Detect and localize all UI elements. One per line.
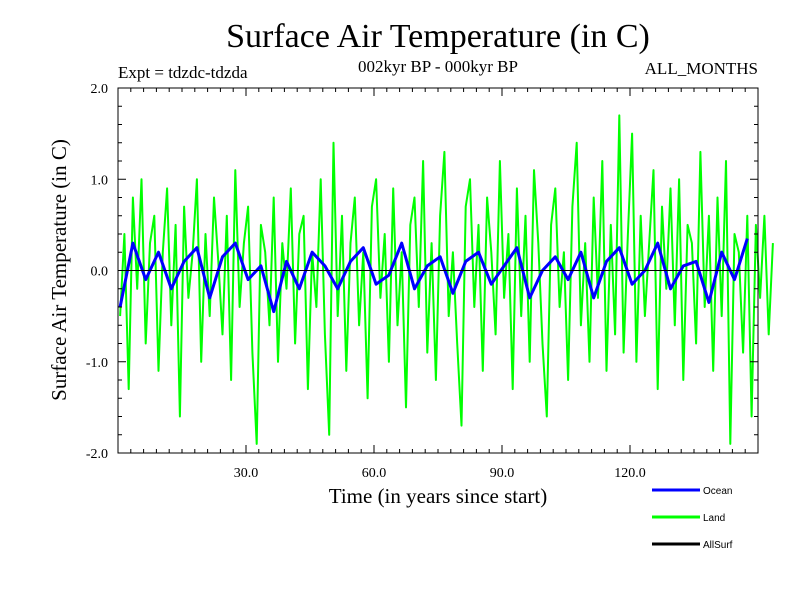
y-axis-label: Surface Air Temperature (in C) [47, 139, 71, 401]
y-tick-labels: -2.0 -1.0 0.0 1.0 2.0 [86, 82, 108, 462]
x-tick-labels: 30.0 60.0 90.0 120.0 [234, 466, 646, 481]
land-series-line [119, 114, 774, 445]
plot-area [117, 87, 774, 454]
chart-title: Surface Air Temperature (in C) [226, 18, 650, 55]
x-tick-label: 30.0 [234, 466, 259, 481]
y-tick-label: -2.0 [86, 447, 108, 462]
period-label: 002kyr BP - 000kyr BP [358, 57, 518, 76]
y-tick-label: 0.0 [91, 265, 109, 280]
experiment-label: Expt = tdzdc-tdzda [118, 63, 248, 82]
x-axis-label: Time (in years since start) [329, 484, 548, 508]
y-tick-label: 2.0 [91, 82, 109, 97]
y-tick-label: 1.0 [91, 173, 109, 188]
y-tick-label: -1.0 [86, 356, 108, 371]
ocean-series [118, 238, 749, 314]
legend: Ocean Land AllSurf [652, 486, 733, 551]
land-series [119, 114, 774, 445]
x-tick-label: 120.0 [614, 466, 646, 481]
legend-label-ocean: Ocean [703, 486, 732, 497]
legend-label-allsurf: AllSurf [703, 540, 733, 551]
axis-ticks [118, 87, 758, 454]
legend-label-land: Land [703, 513, 725, 524]
ocean-series-line [118, 238, 749, 314]
x-tick-label: 90.0 [490, 466, 515, 481]
months-label: ALL_MONTHS [645, 59, 758, 78]
x-tick-label: 60.0 [362, 466, 387, 481]
